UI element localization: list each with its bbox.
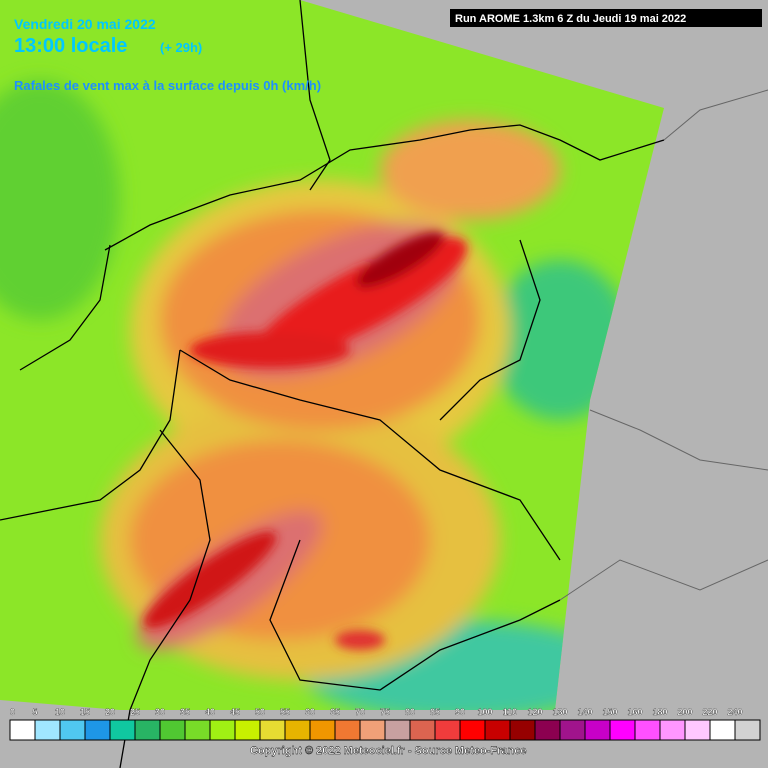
legend-swatch <box>709 719 736 741</box>
legend-label: 100 <box>477 707 492 717</box>
parameter: Rafales de vent max à la surface depuis … <box>14 78 321 93</box>
legend-swatch <box>534 719 561 741</box>
legend-label: 150 <box>602 707 617 717</box>
legend-swatch <box>184 719 211 741</box>
legend-label: 130 <box>552 707 567 717</box>
run: Run AROME 1.3km 6 Z du Jeudi 19 mai 2022 <box>455 13 686 25</box>
model-domain <box>0 0 664 710</box>
legend-label: 50 <box>255 707 265 717</box>
copyright: Copyright © 2022 Meteociel.fr - Source M… <box>250 745 526 757</box>
date: Vendredi 20 mai 2022 <box>14 16 156 32</box>
legend-label: 45 <box>230 707 240 717</box>
legend-swatch <box>609 719 636 741</box>
legend-swatch <box>109 719 136 741</box>
legend-swatch <box>409 719 436 741</box>
legend-swatch <box>509 719 536 741</box>
legend-label: 30 <box>155 707 165 717</box>
legend-swatch <box>359 719 386 741</box>
legend-label: 25 <box>130 707 140 717</box>
legend-label: 5 <box>32 707 37 717</box>
legend-swatch <box>284 719 311 741</box>
outer-borders <box>559 89 768 601</box>
legend-label: 160 <box>627 707 642 717</box>
legend-swatch <box>659 719 686 741</box>
legend-swatch <box>684 719 711 741</box>
legend-swatch <box>309 719 336 741</box>
legend-label: 85 <box>430 707 440 717</box>
legend-swatch <box>559 719 586 741</box>
legend-swatch <box>134 719 161 741</box>
legend-label: 15 <box>80 707 90 717</box>
legend-label: 140 <box>577 707 592 717</box>
legend-label: 90 <box>455 707 465 717</box>
legend-label: 110 <box>503 707 518 717</box>
legend-label: 220 <box>702 707 717 717</box>
legend-swatch <box>434 719 461 741</box>
legend-swatch <box>584 719 611 741</box>
legend-label: 80 <box>405 707 415 717</box>
legend-label: 120 <box>527 707 542 717</box>
legend-label: 10 <box>55 707 65 717</box>
legend-label: 200 <box>677 707 692 717</box>
legend-swatch <box>9 719 36 741</box>
legend-label: 65 <box>330 707 340 717</box>
legend-label: 75 <box>380 707 390 717</box>
legend-swatch <box>634 719 661 741</box>
legend-swatch <box>59 719 86 741</box>
legend-label: 180 <box>652 707 667 717</box>
legend-swatch <box>484 719 511 741</box>
legend-label: 40 <box>205 707 215 717</box>
legend-label: 20 <box>105 707 115 717</box>
legend-swatch <box>259 719 286 741</box>
legend-swatch <box>234 719 261 741</box>
legend-swatch <box>209 719 236 741</box>
legend: 0 5 10 15 20 25 30 35 40 45 50 55 60 65 70 75 80 85 90 100 1… <box>9 707 761 741</box>
legend-swatch <box>734 719 761 741</box>
legend-swatch <box>459 719 486 741</box>
legend-label: 55 <box>280 707 290 717</box>
legend-swatch <box>84 719 111 741</box>
legend-label: 0 <box>10 707 15 717</box>
time: 13:00 locale <box>14 35 127 57</box>
legend-label: 35 <box>180 707 190 717</box>
lead-time: (+ 29h) <box>160 40 202 55</box>
legend-swatch <box>34 719 61 741</box>
legend-label: 240 <box>727 707 742 717</box>
legend-swatch <box>384 719 411 741</box>
legend-label: 60 <box>305 707 315 717</box>
legend-swatch <box>334 719 361 741</box>
run-box <box>450 9 762 27</box>
legend-label: 70 <box>355 707 365 717</box>
legend-swatch <box>159 719 186 741</box>
borders <box>0 0 665 769</box>
